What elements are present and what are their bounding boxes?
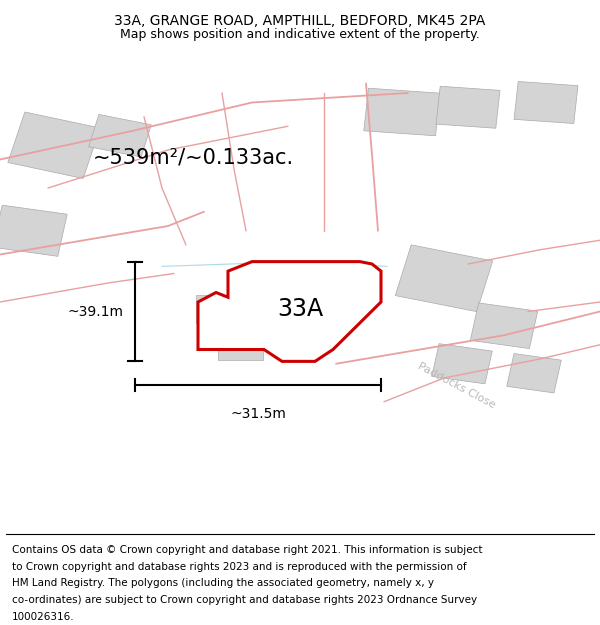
Text: 33A: 33A	[277, 297, 323, 321]
FancyBboxPatch shape	[218, 334, 263, 360]
Text: HM Land Registry. The polygons (including the associated geometry, namely x, y: HM Land Registry. The polygons (includin…	[12, 579, 434, 589]
FancyBboxPatch shape	[514, 81, 578, 124]
FancyBboxPatch shape	[89, 114, 151, 157]
Text: 33A, GRANGE ROAD, AMPTHILL, BEDFORD, MK45 2PA: 33A, GRANGE ROAD, AMPTHILL, BEDFORD, MK4…	[115, 14, 485, 28]
Text: to Crown copyright and database rights 2023 and is reproduced with the permissio: to Crown copyright and database rights 2…	[12, 562, 467, 572]
Text: co-ordinates) are subject to Crown copyright and database rights 2023 Ordnance S: co-ordinates) are subject to Crown copyr…	[12, 595, 477, 605]
FancyBboxPatch shape	[436, 86, 500, 128]
FancyBboxPatch shape	[507, 354, 561, 393]
Text: ~31.5m: ~31.5m	[230, 406, 286, 421]
FancyBboxPatch shape	[364, 88, 440, 136]
FancyBboxPatch shape	[0, 205, 67, 256]
Text: ~539m²/~0.133ac.: ~539m²/~0.133ac.	[93, 147, 294, 167]
Text: Paddocks Close: Paddocks Close	[416, 361, 496, 410]
Text: 100026316.: 100026316.	[12, 612, 74, 622]
FancyBboxPatch shape	[395, 245, 493, 312]
Polygon shape	[198, 262, 381, 361]
FancyBboxPatch shape	[196, 295, 229, 323]
Text: Map shows position and indicative extent of the property.: Map shows position and indicative extent…	[120, 28, 480, 41]
Text: ~39.1m: ~39.1m	[67, 304, 123, 319]
Text: Contains OS data © Crown copyright and database right 2021. This information is : Contains OS data © Crown copyright and d…	[12, 545, 482, 555]
FancyBboxPatch shape	[8, 112, 100, 179]
FancyBboxPatch shape	[235, 302, 275, 326]
FancyBboxPatch shape	[470, 303, 538, 349]
FancyBboxPatch shape	[432, 344, 492, 384]
